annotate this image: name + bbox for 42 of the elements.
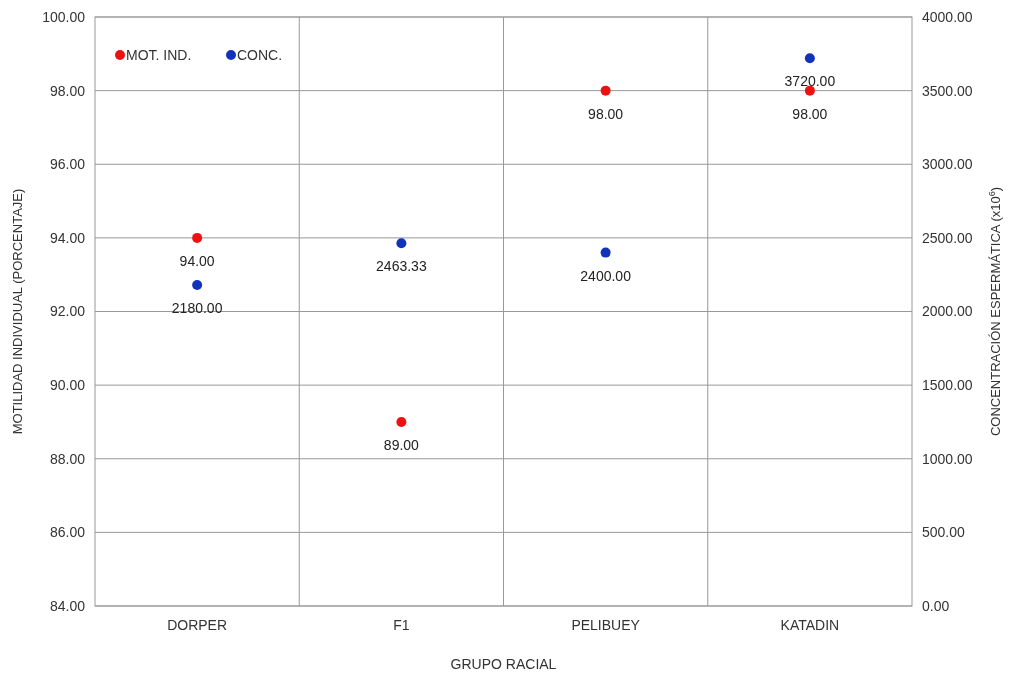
y-tick-label: 92.00 xyxy=(49,303,86,320)
x-tick-label: PELIBUEY xyxy=(571,617,641,633)
y-tick-label: 88.00 xyxy=(49,450,86,467)
point xyxy=(396,238,407,249)
data-label: 2180.00 xyxy=(171,299,223,316)
y-tick-label: 84.00 xyxy=(49,597,86,614)
data-label: 3720.00 xyxy=(784,73,836,90)
y2-tick-label: 4000.00 xyxy=(922,8,973,25)
y2-tick-label: 1500.00 xyxy=(922,377,973,394)
data-label: 94.00 xyxy=(179,252,215,269)
point xyxy=(804,85,815,96)
y2-tick-label: 500.00 xyxy=(922,524,966,541)
x-axis-title: GRUPO RACIAL xyxy=(450,656,557,672)
y2-tick-label: 2000.00 xyxy=(922,303,973,320)
data-label: 89.00 xyxy=(383,436,420,453)
y2-tick-label: 2500.00 xyxy=(922,229,973,246)
data-label: 98.00 xyxy=(792,105,828,122)
y-tick-label: 90.00 xyxy=(49,377,86,394)
data-label: 2463.33 xyxy=(376,258,427,275)
data-label: 98.00 xyxy=(588,105,624,122)
y-axis-title: MOTILIDAD INDIVIDUAL (PORCENTAJE) xyxy=(10,188,25,435)
y-tick-label: 86.00 xyxy=(49,524,86,541)
y2-tick-label: 1000.00 xyxy=(922,450,973,467)
y-tick-label: 94.00 xyxy=(49,229,86,246)
y-tick-label: 100.00 xyxy=(42,8,86,25)
x-tick-label: F1 xyxy=(393,617,410,633)
legend-label: CONC. xyxy=(237,46,283,63)
y2-tick-label: 0.00 xyxy=(922,597,950,614)
y-tick-label: 98.00 xyxy=(49,82,86,99)
point xyxy=(396,416,407,427)
point xyxy=(804,53,815,64)
point xyxy=(192,232,203,243)
point xyxy=(600,85,611,96)
point xyxy=(192,280,203,290)
y2-tick-label: 3000.00 xyxy=(922,156,973,173)
y-tick-label: 96.00 xyxy=(49,156,86,173)
data-label: 2400.00 xyxy=(580,267,632,284)
x-tick-label: KATADIN xyxy=(780,617,840,633)
y2-tick-label: 3500.00 xyxy=(922,82,973,99)
legend-label: MOT. IND. xyxy=(126,46,192,63)
x-tick-label: DORPER xyxy=(167,617,228,633)
point xyxy=(600,247,611,258)
